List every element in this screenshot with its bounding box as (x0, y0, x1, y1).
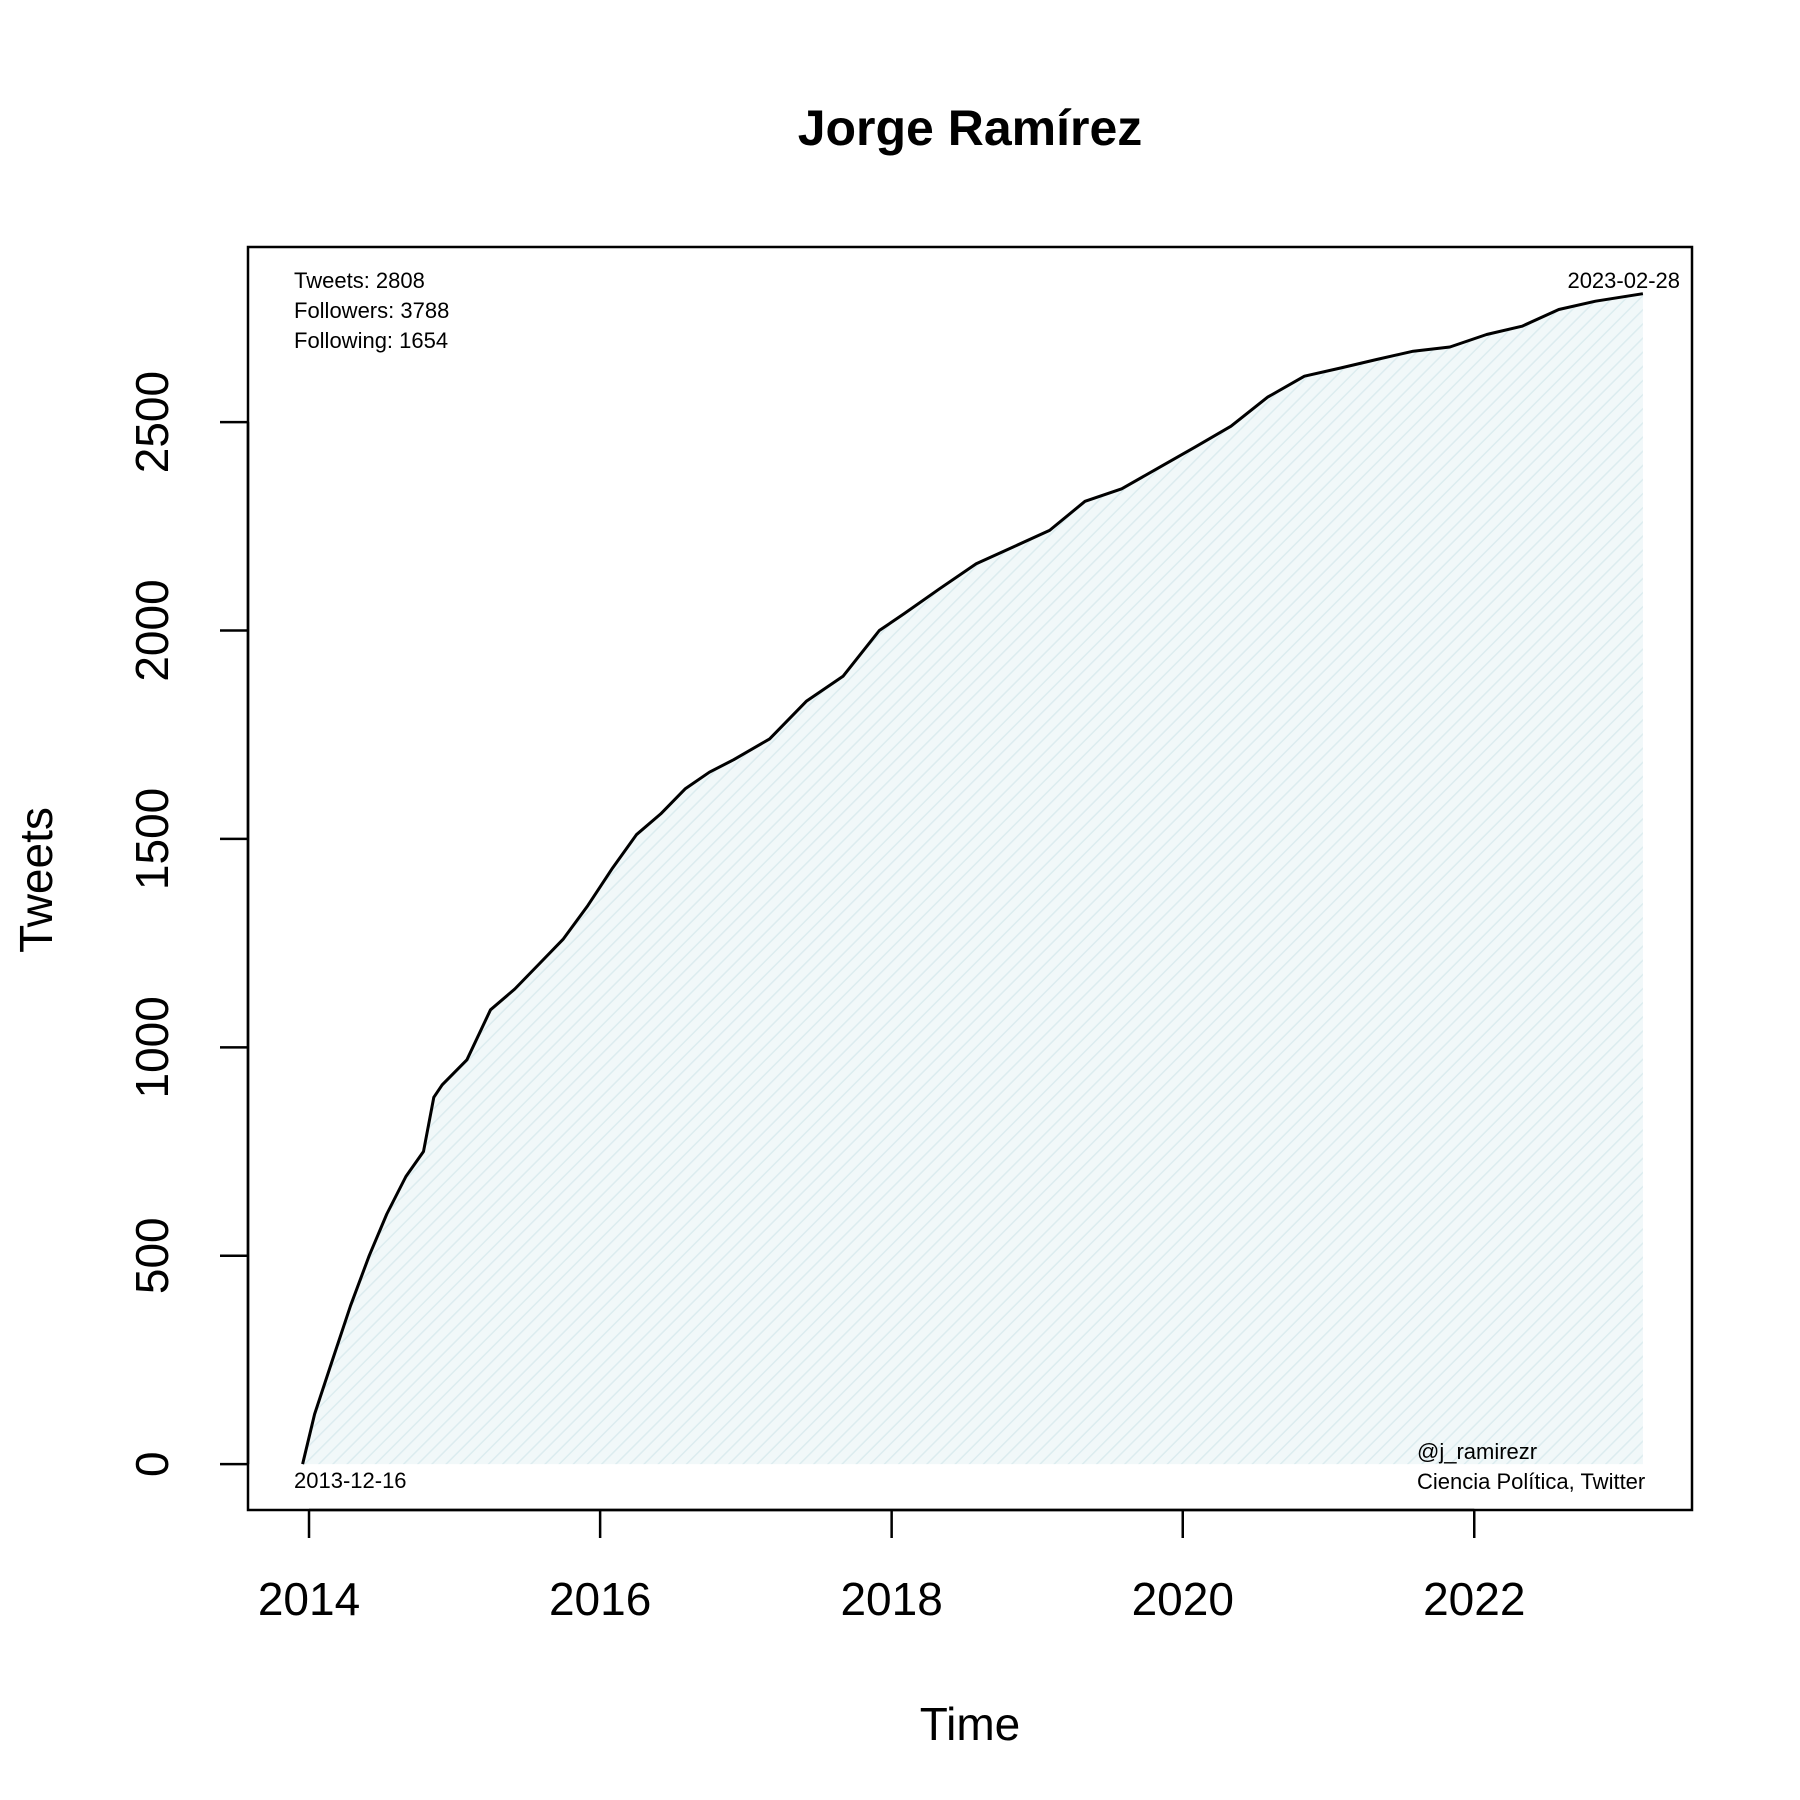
y-tick-label-1500: 1500 (126, 788, 178, 890)
x-tick-label-2014: 2014 (258, 1573, 360, 1625)
start-date-note: 2013-12-16 (294, 1468, 407, 1493)
x-tick-label-2022: 2022 (1423, 1573, 1525, 1625)
y-tick-label-1000: 1000 (126, 996, 178, 1098)
x-axis: 2014 2016 2018 2020 2022 (258, 1508, 1525, 1625)
handle-note: @j_ramirezr (1417, 1439, 1537, 1464)
y-tick-label-2500: 2500 (126, 371, 178, 473)
source-note: Ciencia Política, Twitter (1417, 1469, 1645, 1494)
end-date-note: 2023-02-28 (1567, 268, 1680, 293)
plot-area (301, 292, 1644, 1465)
y-tick-label-500: 500 (126, 1217, 178, 1294)
y-axis-title: Tweets (10, 807, 62, 953)
x-tick-label-2016: 2016 (549, 1573, 651, 1625)
series-area-fill (302, 293, 1643, 1465)
tweets-count-note: Tweets: 2808 (294, 268, 425, 293)
y-axis: 0 500 1000 1500 2000 2500 (126, 371, 250, 1477)
series-line (301, 292, 1644, 1465)
x-axis-title: Time (920, 1698, 1021, 1750)
followers-count-note: Followers: 3788 (294, 298, 449, 323)
y-tick-label-2000: 2000 (126, 579, 178, 681)
chart-title: Jorge Ramírez (798, 100, 1143, 156)
y-tick-label-0: 0 (126, 1451, 178, 1477)
x-tick-label-2018: 2018 (840, 1573, 942, 1625)
x-tick-label-2020: 2020 (1132, 1573, 1234, 1625)
following-count-note: Following: 1654 (294, 328, 448, 353)
